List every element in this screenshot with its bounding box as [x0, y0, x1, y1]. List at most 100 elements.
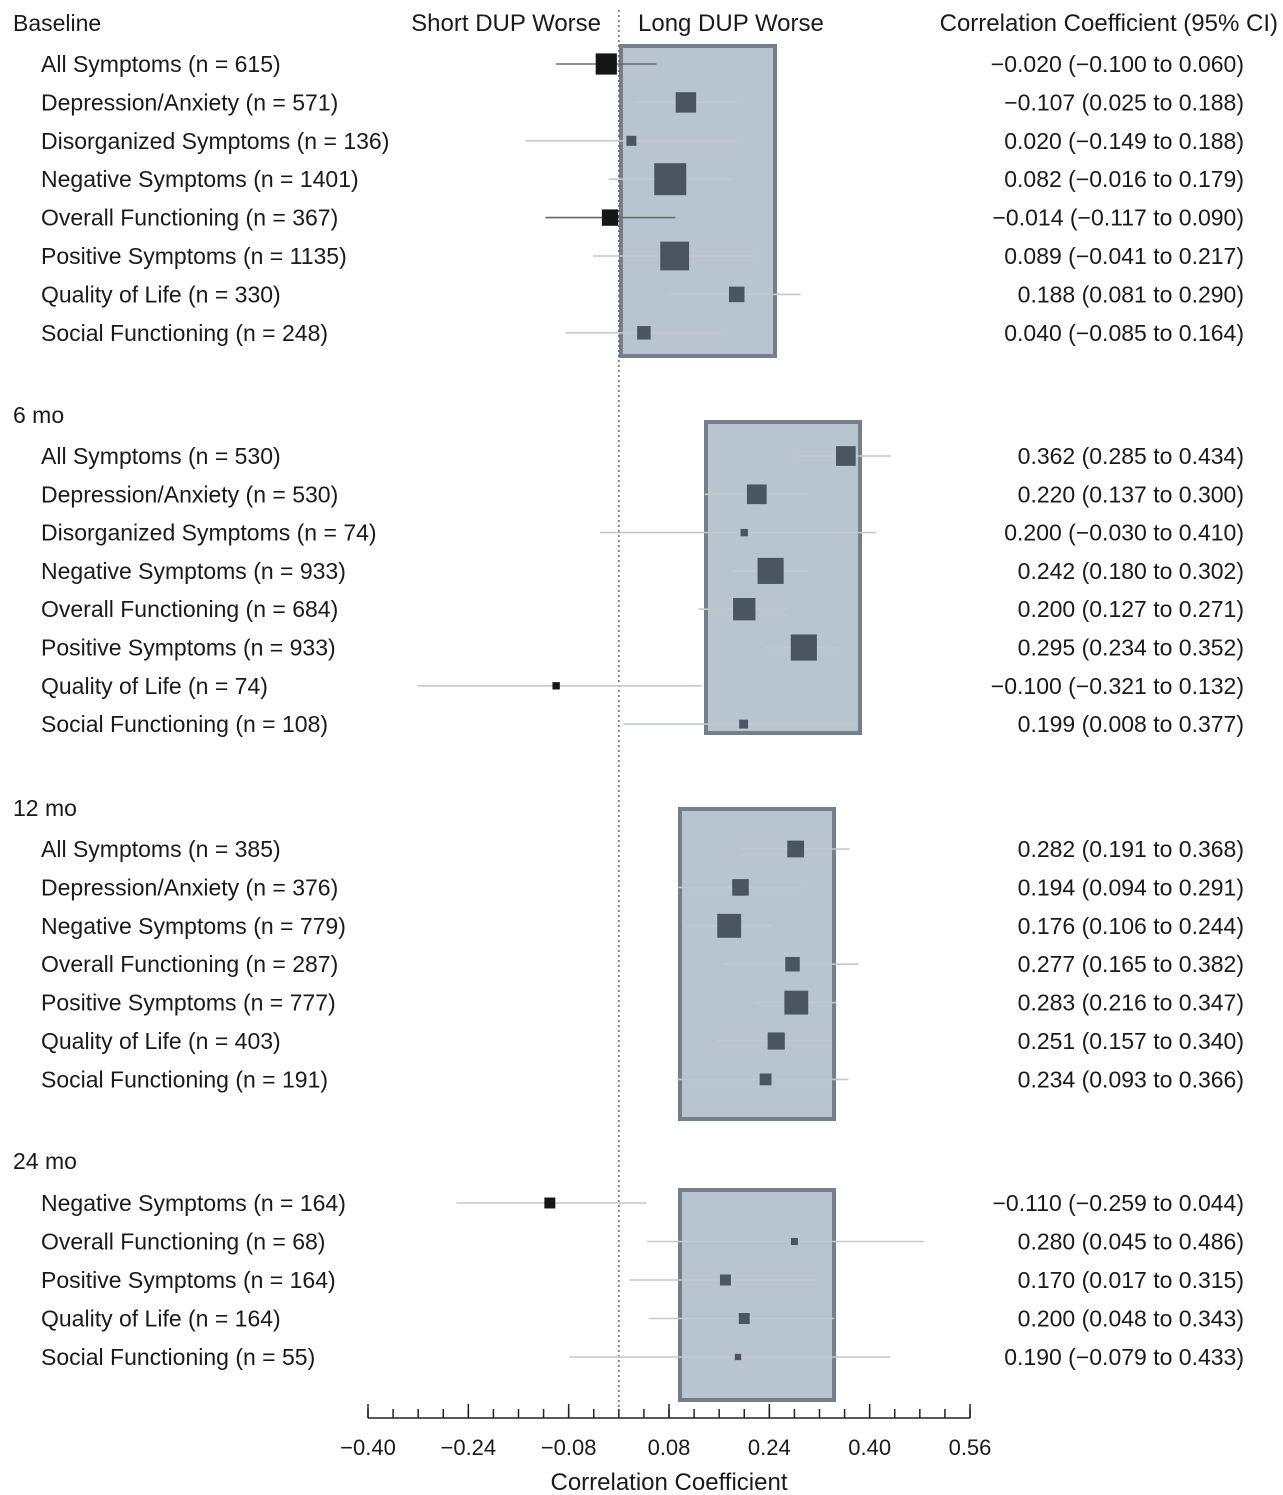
header-short-dup-worse: Short DUP Worse	[411, 10, 601, 37]
point-estimate	[739, 719, 749, 729]
point-estimate	[719, 1274, 731, 1286]
point-estimate	[767, 1032, 785, 1050]
row-label: Social Functioning (n = 55)	[41, 1344, 315, 1370]
row-ci-value: −0.100 (−0.321 to 0.132)	[991, 673, 1244, 699]
row-label: Disorganized Symptoms (n = 136)	[41, 128, 389, 154]
point-estimate	[601, 209, 619, 226]
row-ci-value: 0.176 (0.106 to 0.244)	[1018, 913, 1244, 939]
row-ci-value: 0.020 (−0.149 to 0.188)	[1004, 128, 1244, 154]
row-label: Positive Symptoms (n = 933)	[41, 635, 336, 661]
row-ci-value: 0.220 (0.137 to 0.300)	[1018, 481, 1244, 507]
x-axis: −0.40 −0.24 −0.08 0.08 0.24 0.40 0.56	[340, 1404, 991, 1460]
row-label: All Symptoms (n = 530)	[41, 443, 281, 469]
row-label: Depression/Anxiety (n = 571)	[41, 89, 338, 115]
row-label: Disorganized Symptoms (n = 74)	[41, 520, 377, 546]
row-ci-value: 0.040 (−0.085 to 0.164)	[1004, 320, 1244, 346]
row-ci-value: 0.280 (0.045 to 0.486)	[1018, 1229, 1244, 1255]
row-label: Overall Functioning (n = 68)	[41, 1229, 325, 1255]
point-estimate	[759, 1073, 772, 1086]
row-ci-value: 0.295 (0.234 to 0.352)	[1018, 635, 1244, 661]
row-ci-value: 0.283 (0.216 to 0.347)	[1018, 990, 1244, 1016]
row-label: Depression/Anxiety (n = 376)	[41, 874, 338, 900]
x-tick-label: 0.56	[949, 1435, 992, 1460]
group-title: 6 mo	[13, 402, 64, 428]
point-estimate	[675, 92, 697, 113]
point-estimate	[738, 1313, 750, 1324]
row-ci-value: 0.200 (0.048 to 0.343)	[1018, 1306, 1244, 1332]
point-estimate	[552, 682, 560, 690]
row-label: Negative Symptoms (n = 779)	[41, 913, 346, 939]
point-estimate	[740, 528, 748, 537]
row-ci-value: 0.200 (0.127 to 0.271)	[1018, 596, 1244, 622]
point-estimate	[717, 913, 742, 938]
row-label: Negative Symptoms (n = 1401)	[41, 166, 359, 192]
row-ci-value: 0.170 (0.017 to 0.315)	[1018, 1267, 1244, 1293]
point-estimate	[746, 484, 767, 505]
row-label: Positive Symptoms (n = 777)	[41, 990, 336, 1016]
row-ci-value: 0.277 (0.165 to 0.382)	[1018, 951, 1244, 977]
row-label: Overall Functioning (n = 684)	[41, 596, 338, 622]
point-estimate	[790, 1237, 798, 1246]
point-estimate	[595, 53, 617, 75]
row-ci-value: 0.234 (0.093 to 0.366)	[1018, 1066, 1244, 1092]
row-label: Negative Symptoms (n = 933)	[41, 558, 346, 584]
row-ci-value: 0.188 (0.081 to 0.290)	[1018, 281, 1244, 307]
row-label: Overall Functioning (n = 287)	[41, 951, 338, 977]
point-estimate	[734, 1353, 742, 1361]
x-tick-label: 0.40	[848, 1435, 891, 1460]
row-ci-value: −0.020 (−0.100 to 0.060)	[991, 51, 1244, 77]
point-estimate	[757, 557, 784, 584]
x-tick-label: −0.24	[440, 1435, 496, 1460]
group-box	[619, 44, 777, 358]
row-ci-value: 0.082 (−0.016 to 0.179)	[1004, 166, 1244, 192]
row-label: Quality of Life (n = 330)	[41, 281, 281, 307]
point-estimate	[732, 879, 749, 896]
row-label: Positive Symptoms (n = 1135)	[41, 243, 347, 269]
group-title: 24 mo	[13, 1148, 77, 1174]
row-ci-value: 0.089 (−0.041 to 0.217)	[1004, 243, 1244, 269]
header-correlation-ci: Correlation Coefficient (95% CI)	[940, 10, 1278, 37]
point-estimate	[733, 598, 756, 621]
row-ci-value: 0.199 (0.008 to 0.377)	[1018, 711, 1244, 737]
point-estimate	[785, 956, 800, 972]
group-box	[678, 1188, 836, 1402]
row-label: All Symptoms (n = 385)	[41, 836, 281, 862]
point-estimate	[626, 135, 637, 146]
row-ci-value: −0.107 (0.025 to 0.188)	[1004, 89, 1244, 115]
point-estimate	[835, 446, 856, 466]
row-ci-value: −0.014 (−0.117 to 0.090)	[993, 205, 1245, 231]
row-label: Positive Symptoms (n = 164)	[41, 1267, 336, 1293]
row-ci-value: 0.251 (0.157 to 0.340)	[1018, 1028, 1244, 1054]
row-ci-value: 0.282 (0.191 to 0.368)	[1018, 836, 1244, 862]
header-long-dup-worse: Long DUP Worse	[638, 10, 824, 37]
row-ci-value: 0.194 (0.094 to 0.291)	[1018, 874, 1244, 900]
row-label: All Symptoms (n = 615)	[41, 51, 281, 77]
row-label: Negative Symptoms (n = 164)	[41, 1190, 346, 1216]
group-title: Baseline	[13, 10, 101, 36]
group-title: 12 mo	[13, 795, 77, 821]
x-tick-label: −0.08	[541, 1435, 597, 1460]
plot-rows: Baseline All Symptoms (n = 615) −0.020 (−0…	[13, 10, 1244, 1370]
point-estimate	[637, 326, 651, 340]
row-ci-value: 0.200 (−0.030 to 0.410)	[1004, 520, 1244, 546]
row-label: Overall Functioning (n = 367)	[41, 205, 338, 231]
point-estimate	[728, 286, 745, 303]
x-tick-label: −0.40	[340, 1435, 396, 1460]
row-label: Social Functioning (n = 108)	[41, 711, 328, 737]
point-estimate	[790, 634, 817, 661]
x-axis-title: Correlation Coefficient	[550, 1469, 787, 1495]
row-label: Depression/Anxiety (n = 530)	[41, 481, 338, 507]
point-estimate	[784, 990, 809, 1015]
point-estimate	[787, 840, 805, 858]
row-ci-value: 0.362 (0.285 to 0.434)	[1018, 443, 1244, 469]
point-estimate	[544, 1197, 556, 1209]
x-tick-label: 0.24	[748, 1435, 791, 1460]
row-ci-value: 0.190 (−0.079 to 0.433)	[1004, 1344, 1244, 1370]
row-label: Social Functioning (n = 248)	[41, 320, 328, 346]
row-ci-value: 0.242 (0.180 to 0.302)	[1018, 558, 1244, 584]
row-label: Quality of Life (n = 74)	[41, 673, 268, 699]
point-estimate	[654, 163, 687, 196]
row-label: Quality of Life (n = 164)	[41, 1306, 281, 1332]
row-label: Quality of Life (n = 403)	[41, 1028, 281, 1054]
